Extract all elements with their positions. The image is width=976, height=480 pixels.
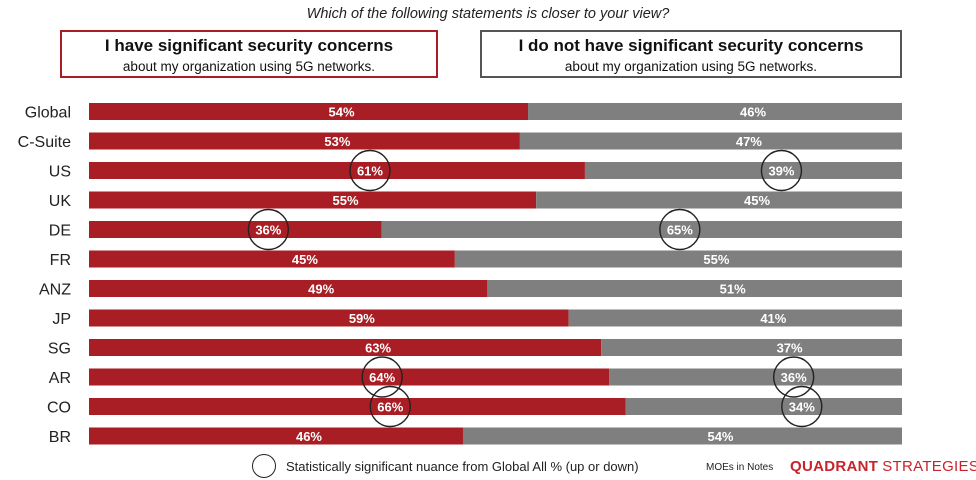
bar-concerned — [89, 339, 602, 356]
bar-concerned — [89, 221, 382, 238]
header-not-concerned-title: I do not have significant security conce… — [518, 36, 864, 55]
bar-not-concerned — [601, 339, 902, 356]
bar-concerned — [89, 162, 585, 179]
significance-marker — [760, 149, 803, 192]
value-label-not-concerned: 41% — [760, 311, 786, 326]
brand-name-light: STRATEGIES — [882, 458, 976, 475]
bar-concerned — [89, 250, 455, 268]
value-label-concerned: 45% — [292, 252, 318, 267]
bar-not-concerned — [584, 162, 902, 179]
significance-marker — [361, 356, 403, 398]
value-label-not-concerned: 54% — [707, 429, 733, 444]
bar-concerned — [89, 427, 463, 445]
value-label-concerned: 63% — [365, 341, 391, 356]
bar-concerned — [89, 103, 529, 120]
moe-note: MOEs in Notes — [706, 462, 774, 473]
category-label: BR — [49, 429, 71, 446]
significance-circle-icon — [252, 454, 276, 478]
value-label-concerned: 64% — [369, 370, 395, 385]
category-label: UK — [49, 193, 72, 210]
bar-concerned — [89, 368, 610, 386]
header-concerned-subtitle: about my organization using 5G networks. — [122, 59, 376, 74]
value-label-concerned: 36% — [255, 223, 281, 238]
value-label-not-concerned: 46% — [740, 105, 766, 120]
category-label: CO — [47, 400, 71, 417]
value-label-not-concerned: 34% — [789, 400, 815, 415]
legend-text: Statistically significant nuance from Gl… — [286, 458, 639, 474]
value-label-concerned: 61% — [357, 164, 383, 179]
bar-not-concerned — [381, 221, 902, 238]
category-label: JP — [52, 311, 71, 328]
value-label-concerned: 49% — [308, 282, 334, 297]
bar-not-concerned — [519, 132, 902, 150]
category-label: AR — [49, 370, 71, 387]
header-concerned: I have significant security concerns abo… — [60, 30, 438, 78]
category-label: Global — [25, 105, 71, 122]
header-not-concerned-subtitle: about my organization using 5G networks. — [564, 59, 818, 74]
significance-marker — [659, 208, 701, 251]
bar-not-concerned — [568, 309, 902, 327]
bar-not-concerned — [536, 191, 902, 209]
bar-concerned — [89, 280, 488, 297]
bar-concerned — [89, 132, 520, 150]
value-label-concerned: 55% — [333, 193, 359, 208]
value-label-concerned: 46% — [296, 429, 322, 444]
value-label-not-concerned: 36% — [781, 370, 807, 385]
value-label-not-concerned: 47% — [736, 134, 762, 149]
bar-concerned — [89, 398, 626, 415]
category-label: SG — [48, 341, 71, 358]
category-label: C-Suite — [18, 134, 71, 151]
bar-not-concerned — [487, 280, 902, 297]
brand-logo: QUADRANT STRATEGIES — [790, 458, 976, 475]
bar-not-concerned — [609, 368, 902, 386]
bar-concerned — [89, 191, 537, 209]
value-label-not-concerned: 37% — [777, 341, 803, 356]
significance-legend: Statistically significant nuance from Gl… — [252, 452, 639, 480]
bar-not-concerned — [454, 250, 902, 268]
header-not-concerned: I do not have significant security conce… — [480, 30, 902, 78]
bar-not-concerned — [462, 427, 902, 445]
value-label-not-concerned: 39% — [768, 164, 794, 179]
bar-not-concerned — [625, 398, 902, 415]
value-label-not-concerned: 65% — [667, 223, 693, 238]
value-label-concerned: 66% — [377, 400, 403, 415]
brand-name-bold: QUADRANT — [790, 458, 879, 475]
value-label-not-concerned: 51% — [720, 282, 746, 297]
significance-marker — [772, 356, 815, 398]
significance-marker — [349, 149, 391, 192]
category-label: US — [49, 164, 71, 181]
header-concerned-title: I have significant security concerns — [104, 36, 394, 55]
value-label-concerned: 53% — [324, 134, 350, 149]
significance-marker — [247, 208, 290, 251]
category-label: DE — [49, 223, 71, 240]
value-label-not-concerned: 45% — [744, 193, 770, 208]
category-label: FR — [50, 252, 71, 269]
significance-marker — [781, 385, 823, 428]
bar-concerned — [89, 309, 569, 327]
value-label-not-concerned: 55% — [703, 252, 729, 267]
value-label-concerned: 59% — [349, 311, 375, 326]
category-label: ANZ — [39, 282, 71, 299]
question-text: Which of the following statements is clo… — [306, 6, 670, 22]
significance-marker — [369, 385, 411, 428]
bar-not-concerned — [528, 103, 902, 120]
value-label-concerned: 54% — [328, 105, 354, 120]
